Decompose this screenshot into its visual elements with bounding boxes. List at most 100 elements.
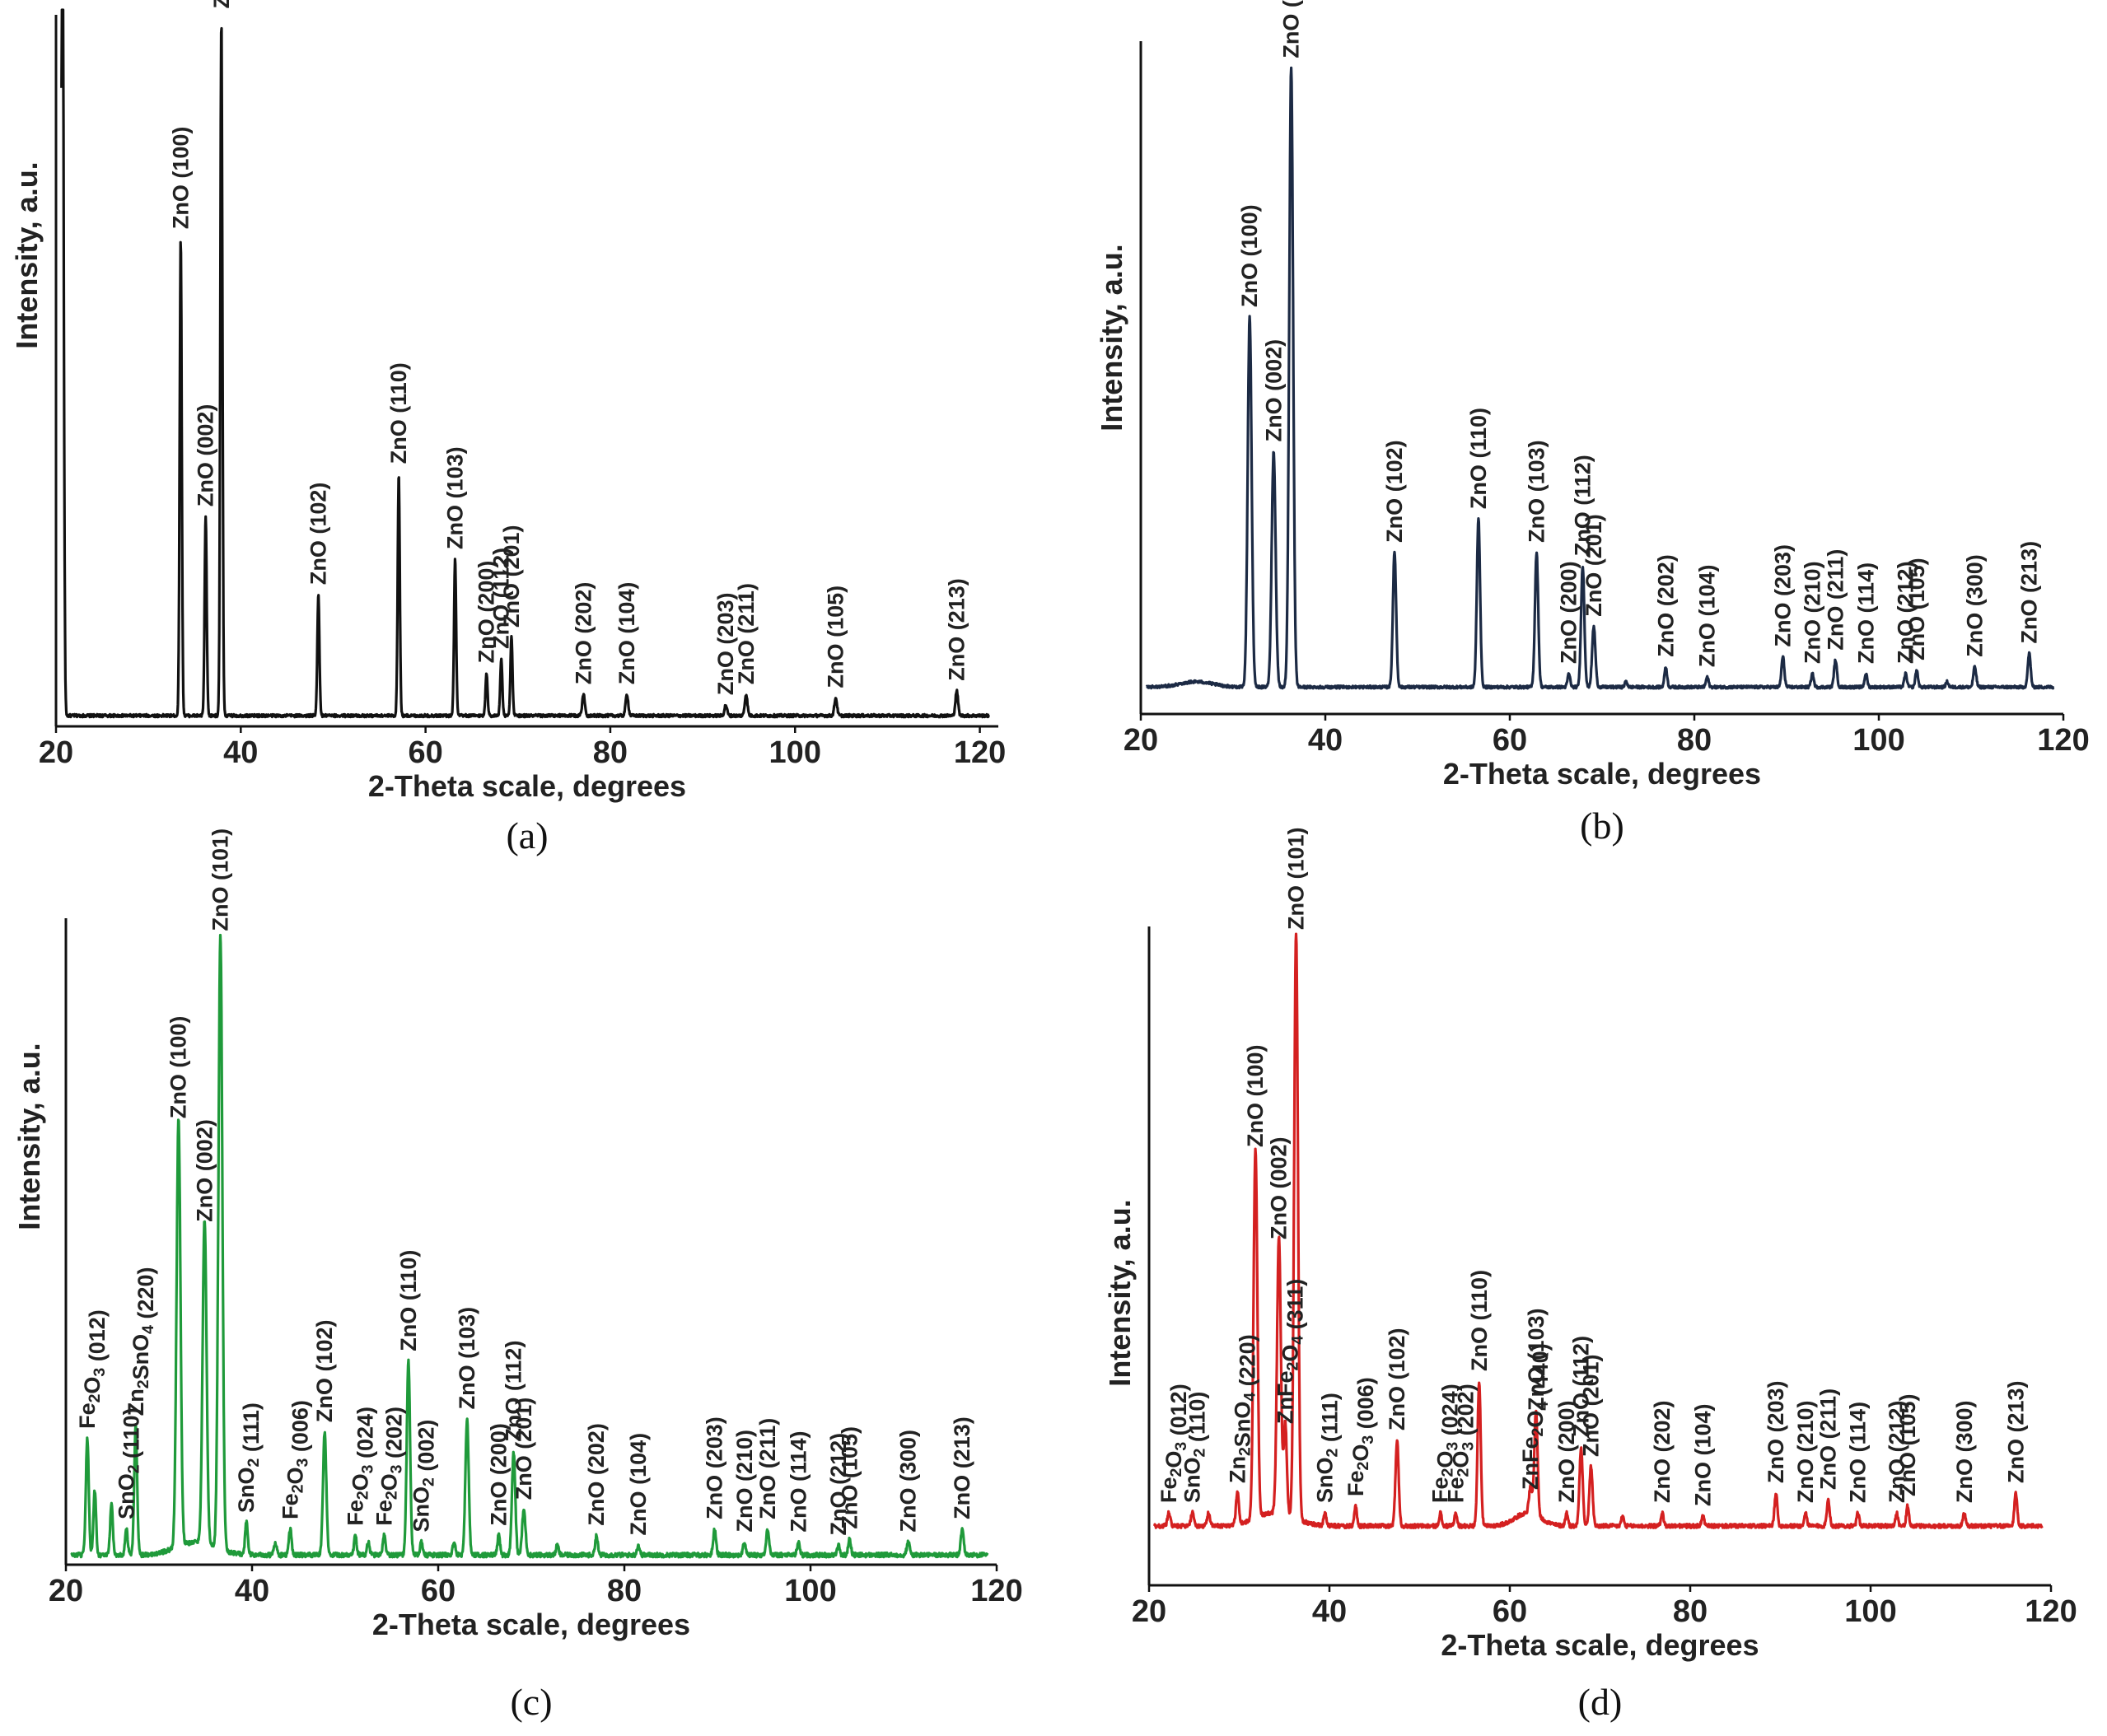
panel-d: 20 40 60 80 100 120 2-Theta scale, degrees Inte… — [1103, 827, 2077, 1723]
peak-label-zno-203: ZnO (203) — [713, 593, 738, 696]
peak-label-zno-212: ZnO (212) — [1885, 1400, 1909, 1503]
peak-label-zno-104: ZnO (104) — [1695, 565, 1720, 668]
peak-label-zno-002: ZnO (002) — [1267, 1136, 1292, 1239]
peak-label-zno-100: ZnO (100) — [1243, 1044, 1268, 1147]
peak-label-zno-101: ZnO (101) — [208, 828, 233, 931]
peak-label-zno-210: ZnO (210) — [1800, 561, 1824, 664]
panel-caption: (d) — [1578, 1681, 1623, 1723]
peak-label-fe2o3-012: Fe2O3 (012) — [1156, 1384, 1191, 1503]
peak-label-zno-101: ZnO (101) — [1279, 0, 1304, 58]
peak-label-zno-100: ZnO (100) — [1237, 204, 1262, 307]
x-tick-label: 40 — [1308, 723, 1343, 758]
x-tick-label: 100 — [1852, 723, 1904, 758]
peak-label-sno2-002: SnO2 (002) — [409, 1420, 439, 1533]
peak-label-zno-105: ZnO (105) — [1904, 558, 1929, 660]
peak-label-zno-103: ZnO (103) — [1524, 440, 1549, 543]
pattern-line-c — [70, 933, 989, 1559]
peak-label-zno-211: ZnO (211) — [1816, 1388, 1841, 1490]
peak-label-zno-201: ZnO (201) — [1581, 514, 1606, 617]
y-axis-title: Intensity, a.u. — [12, 1043, 46, 1230]
pattern-line-d — [1153, 932, 2044, 1530]
peak-label-zno-112: ZnO (112) — [1570, 455, 1595, 556]
panel-caption: (a) — [506, 814, 548, 856]
peak-label-fe2o3-012: Fe2O3 (012) — [75, 1309, 110, 1429]
peak-label-zno-100: ZnO (100) — [166, 1016, 191, 1119]
peak-label-zno-211: ZnO (211) — [1823, 549, 1848, 651]
x-tick-label: 20 — [49, 1574, 83, 1608]
peak-label-zno-112: ZnO (112) — [502, 1341, 526, 1442]
peak-label-zno-102: ZnO (102) — [306, 483, 331, 586]
peak-label-zno-200: ZnO (200) — [474, 561, 499, 664]
peak-label-zno-002: ZnO (002) — [192, 1119, 217, 1222]
peak-label-fe2o3-024: Fe2O3 (024) — [1428, 1384, 1463, 1503]
peak-label-zno-300: ZnO (300) — [1952, 1400, 1977, 1503]
x-tick-label: 40 — [235, 1574, 269, 1608]
peak-label-fe2o3-006: Fe2O3 (006) — [1343, 1377, 1378, 1496]
peak-label-zno-200: ZnO (200) — [1554, 1400, 1579, 1503]
peak-label-zno-105: ZnO (105) — [824, 586, 848, 688]
pattern-line-b — [1145, 66, 2055, 690]
peak-label-zno-110: ZnO (110) — [1467, 1270, 1492, 1371]
peak-label-zno-213: ZnO (213) — [2003, 1380, 2028, 1483]
x-tick-label: 60 — [408, 735, 442, 770]
y-axis-title: Intensity, a.u. — [10, 161, 44, 348]
peak-label-zno-102: ZnO (102) — [312, 1320, 337, 1423]
x-tick-label: 80 — [593, 735, 628, 770]
peak-label-zno-114: ZnO (114) — [1846, 1402, 1871, 1503]
x-tick-label: 40 — [223, 735, 258, 770]
peak-label-zno-201: ZnO (201) — [512, 1398, 536, 1500]
x-tick-label: 120 — [970, 1574, 1022, 1608]
panel-caption: (b) — [1580, 805, 1624, 847]
peak-label-zno-202: ZnO (202) — [584, 1423, 609, 1526]
x-tick-label: 100 — [1844, 1594, 1896, 1629]
peak-label-fe2o3-024: Fe2O3 (024) — [343, 1407, 377, 1526]
peak-label-sno2-110: SnO2 (110) — [1180, 1392, 1210, 1503]
x-axis-title: 2-Theta scale, degrees — [1443, 757, 1761, 791]
x-tick-label: 20 — [39, 735, 73, 770]
peak-label-sno2-111: SnO2 (111) — [234, 1402, 264, 1513]
peak-label-zno-300: ZnO (300) — [1962, 554, 1987, 657]
peak-label-fe2o3-006: Fe2O3 (006) — [278, 1400, 312, 1519]
peak-label-zno-103: ZnO (103) — [455, 1307, 479, 1410]
x-tick-label: 120 — [954, 735, 1006, 770]
peak-label-zno-211: ZnO (211) — [734, 583, 759, 684]
y-axis-title: Intensity, a.u. — [1103, 1199, 1137, 1386]
peak-label-zno-211: ZnO (211) — [755, 1418, 780, 1519]
x-axis-title: 2-Theta scale, degrees — [1441, 1628, 1759, 1662]
peak-label-zno-112: ZnO (112) — [489, 548, 514, 649]
peak-label-zno-213: ZnO (213) — [945, 578, 969, 681]
peak-label-zn2sno4-220: Zn2SnO4 (220) — [124, 1267, 158, 1416]
peak-label-zno-112: ZnO (112) — [1569, 1336, 1594, 1437]
x-tick-label: 100 — [769, 735, 821, 770]
peak-label-zno-200: ZnO (200) — [486, 1423, 511, 1526]
peak-label-zno-101: ZnO (101) — [209, 0, 234, 8]
peak-label-zno-101: ZnO (101) — [1283, 827, 1308, 930]
x-tick-label: 80 — [607, 1574, 642, 1608]
peak-label-fe2o3-202: Fe2O3 (202) — [371, 1407, 406, 1526]
x-tick-label: 80 — [1677, 723, 1712, 758]
pattern-line-a — [60, 8, 990, 719]
peak-label-zno-104: ZnO (104) — [626, 1433, 651, 1536]
x-tick-label: 20 — [1124, 723, 1158, 758]
x-tick-label: 100 — [784, 1574, 836, 1608]
peak-label-sno2-110: SnO2 (110) — [114, 1407, 143, 1519]
peak-label-zno-104: ZnO (104) — [1690, 1403, 1715, 1506]
peak-label-zno-201: ZnO (201) — [499, 525, 524, 628]
peak-label-zno-213: ZnO (213) — [2017, 541, 2042, 644]
x-tick-label: 120 — [2037, 723, 2089, 758]
x-axis-title: 2-Theta scale, degrees — [368, 769, 686, 803]
peak-label-zno-202: ZnO (202) — [1650, 1400, 1675, 1503]
x-tick-label: 40 — [1312, 1594, 1347, 1629]
peak-label-zno-100: ZnO (100) — [168, 127, 193, 230]
peak-label-zno-202: ZnO (202) — [1653, 554, 1678, 657]
peak-label-zno-203: ZnO (203) — [703, 1416, 727, 1519]
peak-label-zn2sno4-220: Zn2SnO4 (220) — [1225, 1334, 1259, 1483]
panel-c: 20 40 60 80 100 120 2-Theta scale, degrees Inte… — [12, 828, 1023, 1723]
x-tick-label: 80 — [1673, 1594, 1708, 1629]
peak-label-zno-002: ZnO (002) — [194, 404, 218, 507]
peak-label-zno-105: ZnO (105) — [837, 1426, 862, 1529]
peak-label-sno2-111: SnO2 (111) — [1313, 1393, 1343, 1503]
peak-label-zno-105: ZnO (105) — [1895, 1393, 1920, 1496]
peak-label-zno-110: ZnO (110) — [396, 1250, 421, 1351]
